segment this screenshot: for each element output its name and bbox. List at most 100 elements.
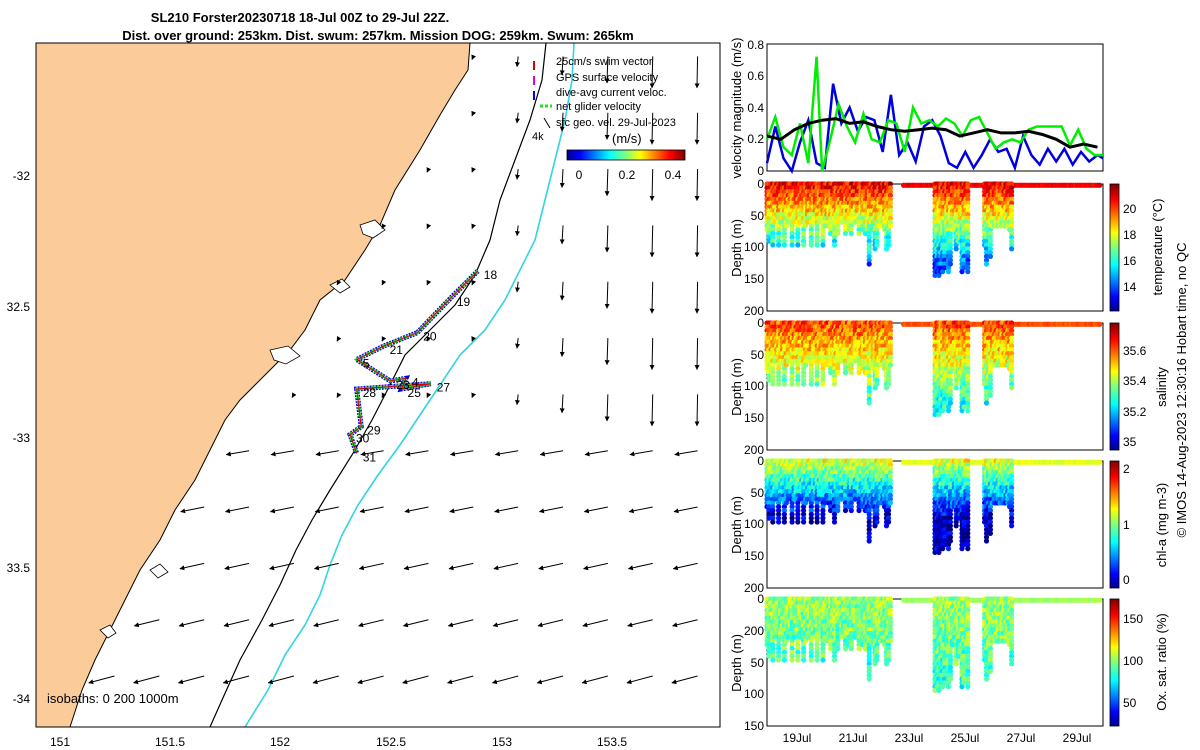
legend-label: GPS surface velocity xyxy=(556,72,659,84)
velocity-arrow xyxy=(336,336,342,342)
profile-dot xyxy=(766,373,772,379)
cb-tick: 20 xyxy=(1123,202,1137,216)
profile-dot xyxy=(828,496,834,502)
profile-dot xyxy=(887,469,894,475)
depth-label: Depth (m) xyxy=(729,358,744,416)
profile-dot xyxy=(766,219,772,225)
profile-dot xyxy=(887,481,894,487)
profile-dot xyxy=(885,377,892,383)
vel-ylabel: velocity magnitude (m/s) xyxy=(729,38,744,179)
profile-dot xyxy=(866,400,872,406)
profile-dot xyxy=(814,515,820,521)
profile-dot xyxy=(842,369,849,376)
cb-tick: 18 xyxy=(1123,228,1137,242)
temperature-section xyxy=(764,181,1103,278)
profile-dot xyxy=(856,496,862,502)
profile-dot xyxy=(965,230,971,237)
profile-dot xyxy=(835,354,841,360)
cb-tick: 35.2 xyxy=(1123,405,1147,419)
velocity-arrow xyxy=(133,619,160,628)
velocity-arrow xyxy=(402,675,429,685)
profile-dot xyxy=(866,373,872,379)
profile-dot xyxy=(987,530,994,537)
isobath-200 xyxy=(209,43,547,727)
profile-dot xyxy=(947,389,954,395)
profile-dot xyxy=(828,369,834,376)
profile-dot xyxy=(801,511,807,517)
temperature-panel: 0 50 100 150 200 Depth (m) 14 16 18 20 t… xyxy=(729,177,1165,318)
profile-dot xyxy=(1009,362,1015,368)
profile-dot xyxy=(842,504,849,510)
profile-dot xyxy=(789,242,795,248)
profile-dot xyxy=(814,366,820,372)
profile-dot xyxy=(801,381,807,387)
temperature-cb-label: temperature (°C) xyxy=(1150,199,1165,296)
profile-dot xyxy=(887,192,894,198)
profile-dot xyxy=(822,500,828,506)
profile-dot xyxy=(965,546,971,552)
profile-dot xyxy=(770,381,776,387)
profile-dot xyxy=(866,377,872,383)
profile-dot xyxy=(822,223,828,229)
profile-dot xyxy=(887,339,894,345)
velocity-arrow xyxy=(336,279,342,286)
profile-dot xyxy=(887,211,894,218)
profile-dot xyxy=(856,230,862,237)
profile-dot xyxy=(835,230,841,237)
profile-dot xyxy=(828,219,834,225)
map-y-tick: 32.5 xyxy=(7,300,31,314)
surface-dot xyxy=(1097,459,1103,465)
profile-dot xyxy=(983,250,990,256)
velocity-arrow xyxy=(583,562,608,571)
profile-dot xyxy=(776,504,782,510)
map-x-tick: 152.5 xyxy=(376,735,406,749)
velocity-arrow xyxy=(222,675,250,685)
profile-dot xyxy=(885,242,892,248)
profile-dot xyxy=(789,511,795,517)
cb-tick: 2 xyxy=(1123,462,1130,476)
map-y-tick: -32 xyxy=(13,169,31,183)
profile-dot xyxy=(795,519,801,525)
profile-dot xyxy=(874,373,880,379)
profile-dot xyxy=(947,261,954,267)
profile-dot xyxy=(987,369,994,376)
profile-dot xyxy=(835,492,841,498)
velocity-arrow xyxy=(491,675,519,685)
velocity-arrow xyxy=(225,450,250,457)
profile-dot xyxy=(795,373,801,379)
profile-dot xyxy=(942,242,948,248)
velocity-arrow xyxy=(178,619,205,628)
legend-label: sfc geo. vel. 29-Jul-2023 xyxy=(556,117,676,129)
profile-dot xyxy=(983,257,990,263)
profile-dot xyxy=(842,230,849,237)
velocity-arrow xyxy=(426,392,432,398)
profile-dot xyxy=(887,181,894,187)
profile-dot xyxy=(965,196,971,202)
profile-dot xyxy=(770,515,776,521)
velocity-arrow xyxy=(313,562,339,571)
profile-dot xyxy=(814,511,820,517)
profile-dot xyxy=(1009,320,1015,326)
profile-dot xyxy=(797,219,803,225)
profile-dot xyxy=(828,500,834,506)
profile-dot xyxy=(785,496,791,502)
profile-dot xyxy=(789,234,795,240)
track-day-label: 29 xyxy=(367,424,381,438)
profile-dot xyxy=(831,373,838,379)
profile-dot xyxy=(766,496,772,502)
profile-dot xyxy=(942,392,948,398)
profile-dot xyxy=(852,215,858,221)
profile-dot xyxy=(866,234,872,240)
profile-dot xyxy=(866,242,872,248)
profile-dot xyxy=(820,230,826,237)
profile-dot xyxy=(887,500,894,506)
profile-dot xyxy=(772,219,778,225)
depth-label: Depth (m) xyxy=(729,219,744,277)
profile-dot xyxy=(983,392,990,398)
profile-dot xyxy=(942,238,948,244)
profile-dot xyxy=(987,392,994,398)
profile-dot xyxy=(848,362,854,368)
profile-dot xyxy=(781,369,788,376)
profile-dot xyxy=(848,492,854,498)
profile-dot xyxy=(776,238,782,244)
